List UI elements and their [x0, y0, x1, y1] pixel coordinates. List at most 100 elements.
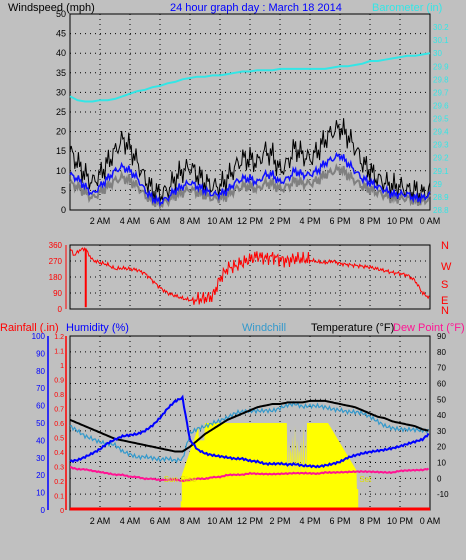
- wind-y-tick-label: 40: [56, 48, 66, 58]
- barometer-line: [69, 52, 431, 103]
- compass-label: W: [441, 261, 452, 273]
- temp-y-tick-label: 0: [437, 474, 442, 483]
- rain-tick-label: 0: [60, 508, 64, 515]
- rainfall-axis-label: Rainfall (.in): [0, 322, 59, 334]
- temp-y-tick-label: 80: [437, 348, 446, 357]
- windspeed-axis-label: Windspeed (mph): [8, 2, 95, 14]
- dir-y-tick-label: 90: [53, 289, 62, 298]
- wind-x-tick-label: 6 AM: [150, 216, 171, 226]
- compass-label: E: [441, 295, 448, 307]
- rain-tick-label: 0.9: [54, 378, 64, 385]
- wind-x-tick-label: 10 AM: [207, 216, 233, 226]
- barometer-axis-label: Barometer (in): [372, 2, 442, 14]
- temp-x-tick-label: 0 AM: [420, 516, 441, 526]
- baro-y-tick-label: 29.8: [433, 75, 449, 84]
- chart-title: 24 hour graph day : March 18 2014: [170, 2, 342, 14]
- dir-y-tick-label: 270: [49, 257, 63, 266]
- sunrise-label: Sun Rise: [164, 475, 197, 484]
- compass-label: S: [441, 279, 448, 291]
- baro-y-tick-label: 29.2: [433, 154, 449, 163]
- temp-x-tick-label: 10 AM: [207, 516, 233, 526]
- dir-y-tick-label: 360: [49, 241, 63, 250]
- temp-x-tick-label: 4 PM: [299, 516, 320, 526]
- humidity-tick-label: 30: [36, 454, 45, 463]
- wind-x-tick-label: 4 PM: [299, 216, 320, 226]
- sunshine-area: [181, 423, 358, 510]
- wind-y-tick-label: 5: [61, 185, 66, 195]
- temperature-humidity-chart: 010203040506070809010000.10.20.30.40.50.…: [32, 332, 449, 526]
- temperature-line: [69, 399, 429, 453]
- dewpoint-label: Dew Point (°F): [393, 322, 465, 334]
- compass-label: N: [441, 305, 449, 317]
- wind-x-tick-label: 6 PM: [329, 216, 350, 226]
- wind-y-tick-label: 35: [56, 68, 66, 78]
- temp-x-tick-label: 8 PM: [359, 516, 380, 526]
- baro-y-tick-label: 29.9: [433, 62, 449, 71]
- temp-y-tick-label: 90: [437, 332, 446, 341]
- wind-y-tick-label: 25: [56, 107, 66, 117]
- wind-direction-line: [69, 246, 430, 305]
- wind-lull-line: [69, 162, 431, 211]
- rain-tick-label: 0.3: [54, 465, 64, 472]
- rain-tick-label: 0.1: [54, 494, 64, 501]
- humidity-axis-label: Humidity (%): [66, 322, 129, 334]
- rain-tick-label: 0.7: [54, 407, 64, 414]
- baro-y-tick-label: 29: [433, 180, 442, 189]
- baro-y-tick-label: 28.9: [433, 193, 449, 202]
- dir-y-tick-label: 180: [49, 273, 63, 282]
- wind-x-tick-label: 2 PM: [269, 216, 290, 226]
- wind-y-tick-label: 15: [56, 146, 66, 156]
- wind-x-tick-label: 4 AM: [120, 216, 141, 226]
- compass-label: N: [441, 240, 449, 252]
- wind-x-tick-label: 10 PM: [387, 216, 413, 226]
- wind-x-tick-label: 8 PM: [359, 216, 380, 226]
- humidity-tick-label: 90: [36, 349, 45, 358]
- baro-y-tick-label: 30.1: [433, 36, 449, 45]
- humidity-tick-label: 100: [32, 332, 46, 341]
- rain-tick-label: 1.2: [54, 334, 64, 341]
- temp-x-tick-label: 12 PM: [237, 516, 263, 526]
- temp-y-tick-label: 60: [437, 379, 446, 388]
- baro-y-tick-label: 29.6: [433, 101, 449, 110]
- temp-y-tick-label: 20: [437, 443, 446, 452]
- wind-y-tick-label: 45: [56, 29, 66, 39]
- wind-y-tick-label: 50: [56, 9, 66, 19]
- baro-y-tick-label: 29.4: [433, 128, 449, 137]
- wind-x-tick-label: 2 AM: [90, 216, 111, 226]
- wind-barometer-chart: 0 5 10 15 20 25 30 35 40 45 50 28.8 28.9 29 29.1 29.2 29…: [56, 9, 449, 226]
- temp-x-tick-label: 6 AM: [150, 516, 171, 526]
- temp-x-tick-label: 8 AM: [180, 516, 201, 526]
- wind-avg-line: [69, 151, 431, 207]
- rain-tick-label: 0.8: [54, 392, 64, 399]
- baro-y-tick-label: 29.5: [433, 115, 449, 124]
- wind-y-tick-label: 10: [56, 166, 66, 176]
- wind-y-tick-label: 30: [56, 87, 66, 97]
- baro-y-tick-label: 28.8: [433, 206, 449, 215]
- temp-y-tick-label: 50: [437, 395, 446, 404]
- temp-x-tick-label: 2 PM: [269, 516, 290, 526]
- wind-x-tick-label: 8 AM: [180, 216, 201, 226]
- temp-x-tick-label: 10 PM: [387, 516, 413, 526]
- wind-x-tick-label: 12 PM: [237, 216, 263, 226]
- temp-x-tick-label: 2 AM: [90, 516, 111, 526]
- rain-tick-label: 0.4: [54, 450, 64, 457]
- humidity-tick-label: 60: [36, 402, 45, 411]
- rain-tick-label: 0.2: [54, 479, 64, 486]
- humidity-line: [69, 394, 430, 469]
- temp-x-tick-label: 4 AM: [120, 516, 141, 526]
- baro-y-tick-label: 30: [433, 49, 442, 58]
- wind-y-tick-label: 0: [61, 205, 66, 215]
- temp-y-tick-label: 10: [437, 459, 446, 468]
- humidity-tick-label: 50: [36, 419, 45, 428]
- humidity-tick-label: 10: [36, 489, 45, 498]
- wind-gust-line: [69, 118, 431, 203]
- dewpoint-line: [70, 466, 430, 483]
- windchill-label: Windchill: [242, 322, 286, 334]
- baro-y-tick-label: 29.7: [433, 88, 449, 97]
- humidity-tick-label: 20: [36, 471, 45, 480]
- humidity-tick-label: 40: [36, 436, 45, 445]
- humidity-tick-label: 0: [41, 506, 46, 515]
